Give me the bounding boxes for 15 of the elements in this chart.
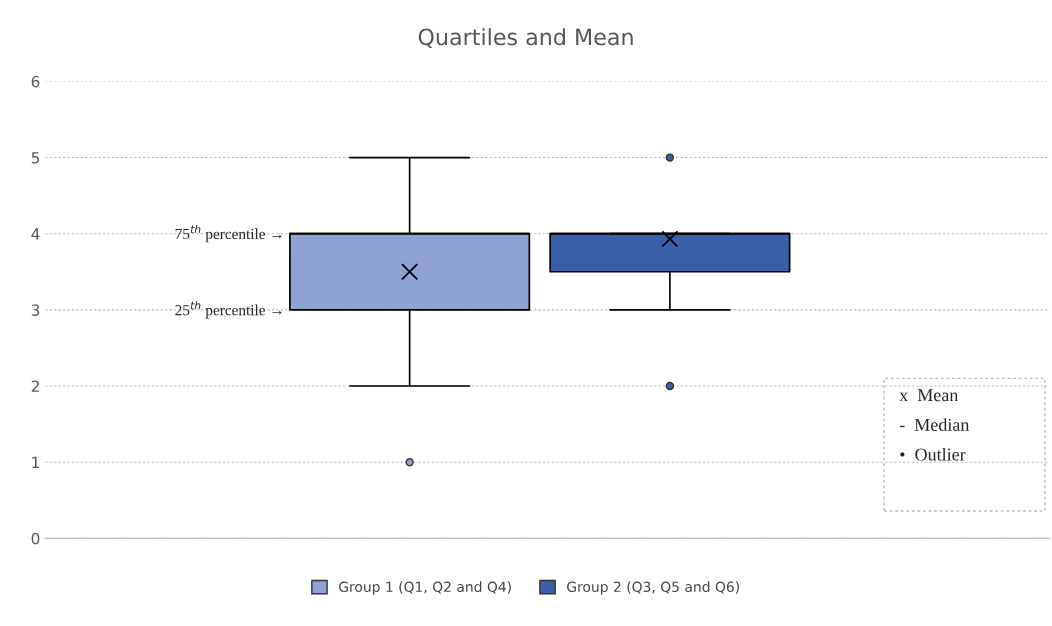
legend-label: Group 1 (Q1, Q2 and Q4) <box>339 581 511 595</box>
annotation: 25$^{th}$ percentile → <box>175 301 282 319</box>
y-tick-label: 1 <box>32 456 39 468</box>
annotation: • Outlier <box>900 447 966 461</box>
y-tick-label: 6 <box>31 75 40 88</box>
y-tick-label: 3 <box>31 304 40 316</box>
y-tick-label: 5 <box>31 152 40 164</box>
y-tick-label: 4 <box>31 228 40 240</box>
y-tick-label: 0 <box>31 532 40 545</box>
legend-label: Group 2 (Q3, Q5 and Q6) <box>567 581 739 595</box>
annotation: - Median <box>899 418 970 431</box>
y-tick-label: 2 <box>31 380 39 392</box>
chart-title: Quartiles and Mean <box>418 28 633 48</box>
annotation: 75$^{th}$ percentile → <box>175 225 282 243</box>
annotation: x Mean <box>899 389 959 402</box>
